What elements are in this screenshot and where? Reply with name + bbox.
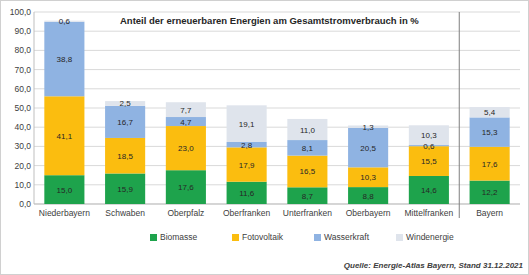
bar-segment: [166, 117, 206, 126]
data-label: 16,5: [300, 167, 316, 176]
grid-line: [34, 69, 520, 70]
y-tick-label: 90,0: [14, 26, 31, 36]
bar-segment: [227, 105, 267, 142]
bar-segment: [470, 147, 510, 181]
legend-swatch: [396, 234, 403, 241]
data-label: 20,5: [360, 144, 376, 153]
source: Quelle: Energie-Atlas Bayern, Stand 31.1…: [344, 261, 524, 270]
data-label: 17,6: [482, 160, 498, 169]
bar-segment: [287, 187, 327, 204]
data-label: 10,3: [421, 131, 437, 140]
x-tick-label: Mittelfranken: [405, 208, 454, 218]
bars: [44, 21, 509, 204]
y-tick-label: 10,0: [14, 180, 31, 190]
y-tick-label: 70,0: [14, 65, 31, 75]
bar-segment: [470, 117, 510, 146]
bar-segment: [227, 147, 267, 181]
bar-segment: [44, 175, 84, 204]
y-tick-label: 40,0: [14, 122, 31, 132]
x-tick-label: Oberfranken: [223, 208, 271, 218]
data-label: 10,3: [360, 173, 376, 182]
data-label: 15,0: [57, 186, 73, 195]
separator: [459, 12, 460, 218]
y-tick-label: 60,0: [14, 84, 31, 94]
data-label: 2,8: [241, 141, 253, 150]
legend-label: Wasserkraft: [324, 232, 370, 242]
x-tick-label: Oberbayern: [346, 208, 391, 218]
data-label: 11,6: [239, 189, 255, 198]
y-tick-label: 0,0: [19, 199, 31, 209]
bar-segment: [470, 181, 510, 204]
grid-line: [34, 31, 520, 32]
bar-segment: [105, 106, 145, 138]
title: Anteil der erneuerbaren Energien am Gesa…: [120, 15, 419, 26]
data-label: 16,7: [117, 118, 133, 127]
data-label: 14,6: [421, 186, 437, 195]
data-label: 11,0: [300, 126, 316, 135]
data-label: 8,8: [363, 192, 375, 201]
x-tick-label: Oberpfalz: [167, 208, 204, 218]
y-axis: [34, 12, 35, 204]
data-label: 2,5: [120, 99, 132, 108]
bar-segment: [105, 138, 145, 174]
bar-segment: [287, 119, 327, 140]
y-tick-label: 30,0: [14, 141, 31, 151]
bar-segment: [105, 173, 145, 204]
legend-label: Biomasse: [160, 232, 198, 242]
chart: 0,0 10,0 20,0 30,0 40,0 50,0 60,0 70,0 80,0 90,0 1…: [0, 0, 529, 275]
data-label: 15,9: [117, 185, 133, 194]
data-label: 23,0: [178, 144, 194, 153]
bar-segment: [348, 128, 388, 167]
bar-segment: [287, 156, 327, 188]
y-tick-label: 100,0: [10, 7, 32, 17]
bar-segment: [166, 170, 206, 204]
data-label: 41,1: [57, 132, 73, 141]
legend-label: Fotovoltaik: [242, 232, 284, 242]
data-label: 19,1: [239, 120, 255, 129]
bar-segment: [166, 102, 206, 117]
data-label: 8,1: [302, 144, 314, 153]
x-tick-label: Unterfranken: [283, 208, 332, 218]
data-label: 5,4: [484, 108, 496, 117]
legend: Biomasse Fotovoltaik Wasserkraft Windenergi…: [150, 232, 454, 242]
legend-swatch: [150, 234, 157, 241]
bar-segment: [348, 167, 388, 187]
data-labels: 15,0 15,9 17,6 11,6 8,7 8,8 14,6 12,2 41,1 18,5 23…: [57, 17, 498, 200]
y-tick-label: 80,0: [14, 45, 31, 55]
data-label: 12,2: [482, 188, 498, 197]
x-tick-label: Schwaben: [105, 208, 145, 218]
legend-swatch: [232, 234, 239, 241]
bar-segment: [44, 22, 84, 96]
data-label: 0,6: [59, 17, 71, 26]
data-label: 17,9: [239, 161, 255, 170]
background: [1, 1, 529, 275]
bar-segment: [409, 146, 449, 176]
data-label: 18,5: [117, 152, 133, 161]
x-tick-label: Niederbayern: [39, 208, 90, 218]
data-label: 7,7: [180, 106, 192, 115]
legend-swatch: [314, 234, 321, 241]
y-tick-label: 50,0: [14, 103, 31, 113]
bar-segment: [227, 182, 267, 204]
data-label: 38,8: [57, 55, 73, 64]
data-label: 4,7: [180, 118, 192, 127]
data-label: 8,7: [302, 192, 314, 201]
y-tick-label: 20,0: [14, 161, 31, 171]
grid-line: [34, 12, 520, 13]
data-label: 17,6: [178, 183, 194, 192]
bar-segment: [470, 107, 510, 117]
bar-segment: [44, 96, 84, 175]
x-tick-label: Bayern: [476, 208, 503, 218]
bar-segment: [287, 140, 327, 156]
bar-segment: [348, 187, 388, 204]
bar-segment: [409, 176, 449, 204]
grid-line: [34, 50, 520, 51]
data-label: 0,6: [423, 142, 435, 151]
data-label: 15,5: [421, 157, 437, 166]
legend-label: Windenergie: [406, 232, 454, 242]
data-label: 15,3: [482, 128, 498, 137]
bar-segment: [166, 126, 206, 170]
grid-line: [34, 88, 520, 89]
data-label: 1,3: [363, 123, 375, 132]
